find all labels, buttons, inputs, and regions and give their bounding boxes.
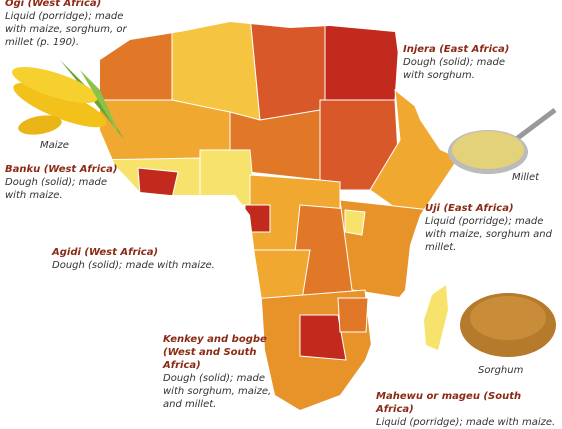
label-banku: Banku (West Africa) Dough (solid); made w… xyxy=(5,163,125,202)
label-title: Ogi (West Africa) xyxy=(5,0,102,9)
millet-image xyxy=(448,108,557,174)
label-agidi: Agidi (West Africa) Dough (solid); made w… xyxy=(52,246,222,272)
label-description: Liquid (porridge); made with maize. xyxy=(376,417,556,428)
caption-sorghum: Sorghum xyxy=(478,365,524,376)
label-description: Liquid (porridge); made with maize, sorg… xyxy=(425,216,552,253)
caption-millet: Millet xyxy=(512,172,540,183)
label-description: Dough (solid); made with sorghum, maize,… xyxy=(163,373,272,410)
label-title: Mahewu or mageu (South Africa) xyxy=(376,391,522,415)
caption-maize: Maize xyxy=(40,140,69,151)
countries xyxy=(100,22,458,410)
label-title: Kenkey and bogbe (West and South Africa) xyxy=(163,334,267,371)
label-mahewu: Mahewu or mageu (South Africa) Liquid (po… xyxy=(376,390,561,429)
label-title: Injera (East Africa) xyxy=(403,44,510,55)
sorghum-image xyxy=(460,293,556,357)
label-injera: Injera (East Africa) Dough (solid); made … xyxy=(403,43,518,82)
label-description: Dough (solid); made with sorghum. xyxy=(403,57,505,81)
label-description: Dough (solid); made with maize. xyxy=(5,177,107,201)
label-description: Dough (solid); made with maize. xyxy=(52,260,215,271)
label-kenkey: Kenkey and bogbe (West and South Africa)… xyxy=(163,333,283,411)
label-ogi: Ogi (West Africa) Liquid (porridge); made… xyxy=(5,0,135,49)
label-uji: Uji (East Africa) Liquid (porridge); made… xyxy=(425,202,557,254)
label-title: Agidi (West Africa) xyxy=(52,247,159,258)
label-title: Uji (East Africa) xyxy=(425,203,514,214)
maize-image xyxy=(12,60,125,140)
madagascar xyxy=(424,285,448,350)
label-description: Liquid (porridge); made with maize, sorg… xyxy=(5,11,127,48)
label-title: Banku (West Africa) xyxy=(5,164,118,175)
